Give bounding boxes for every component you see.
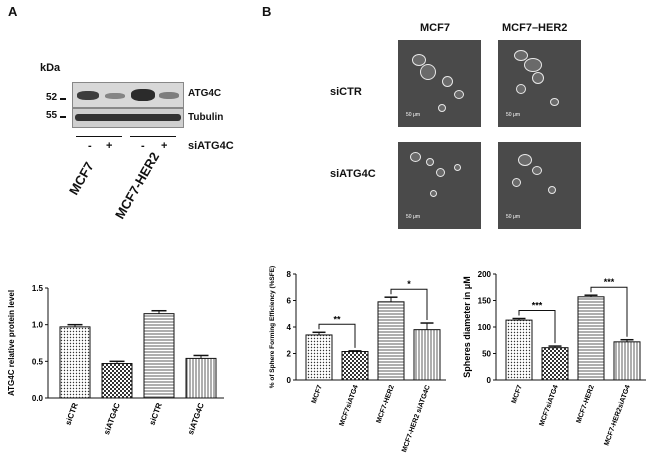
scale-bar-4: 50 μm [506,214,520,220]
y-axis-label: Spheres diameter in μM [462,276,472,378]
y-tick-label: 0.5 [32,357,44,366]
mw-marker-55: 55 [46,110,58,121]
y-tick-label: 0 [287,376,292,385]
y-tick-label: 6 [287,297,292,306]
atg4c-band-3 [131,89,155,101]
y-tick-label: 2 [287,350,292,359]
y-tick-label: 150 [478,297,492,306]
scale-bar-2: 50 μm [506,112,520,118]
mw-tick-55 [60,116,66,118]
significance-label: *** [532,301,543,311]
y-tick-label: 1.0 [32,321,44,330]
category-label: MCF7siATG4 [539,384,560,427]
mw-marker-52: 52 [46,92,58,103]
category-label: MCF7-HER2 [576,384,596,424]
y-tick-label: 8 [287,270,292,279]
row-label-sictr: siCTR [330,86,362,98]
cell-line-mcf7: MCF7 [66,159,97,198]
category-label: MCF7-HER2 [376,384,396,424]
micrograph-mcf7-sictr: 50 μm [398,40,481,127]
panel-a-letter: A [8,4,18,19]
sign-1: - [88,140,92,152]
treatment-line-2 [130,136,176,137]
sign-2: + [106,140,113,152]
bar [185,357,217,399]
significance-bracket [390,288,428,321]
y-tick-label: 4 [287,323,292,332]
scale-bar-3: 50 μm [406,214,420,220]
chart-sphere-efficiency: 0 2 4 6 8 % of Sphere Forming Efficiency (%SF… [269,266,446,453]
cell-line-mcf7-her2: MCF7-HER2 [112,149,163,222]
atg4c-band-4 [159,92,179,99]
y-axis-label: ATG4C relative protein level [7,290,16,396]
y-tick-label: 100 [478,323,492,332]
y-tick-label: 0 [487,376,492,385]
sign-3: - [141,140,145,152]
col-header-mcf7-her2: MCF7–HER2 [502,22,568,34]
significance-bracket [318,323,356,348]
bar [577,296,605,381]
category-label: MCF7-HER2 siATG4C [401,384,432,453]
bar [413,329,441,381]
y-tick-label: 1.5 [32,284,44,293]
chart-atg4c-protein: 0.0 0.5 1.0 1.5 ATG4C relative protein level… [7,284,224,436]
significance-label: * [407,279,411,289]
significance-bracket [518,310,556,344]
category-label: MCF7siATG4 [339,384,360,427]
bar [541,347,569,381]
category-label: siATG4C [186,401,206,435]
bar [305,334,333,381]
category-label: siCTR [64,401,80,426]
row-label-siatg4c: siATG4C [330,168,376,180]
significance-label: ** [333,314,341,324]
bar [341,351,369,381]
category-label: MCF7 [511,384,524,404]
bar [505,319,533,381]
category-label: MCF7-HER2siATG4 [603,384,632,447]
tubulin-blot [72,108,184,128]
treatment-line-1 [76,136,122,137]
bar [613,341,641,381]
treatment-label: siATG4C [188,140,234,152]
protein-label-tubulin: Tubulin [188,112,224,123]
mw-tick-52 [60,98,66,100]
kda-label: kDa [40,62,61,74]
category-label: siCTR [148,401,164,426]
y-tick-label: 50 [482,350,491,359]
sign-4: + [161,140,168,152]
bar [377,301,405,381]
y-tick-label: 0.0 [32,394,44,403]
atg4c-band-2 [105,93,125,99]
protein-label-atg4c: ATG4C [188,88,222,99]
micrograph-mcf7-her2-sictr: 50 μm [498,40,581,127]
bar [101,363,133,399]
chart-sphere-diameter: 0 50 100 150 200 Spheres diameter in μM MCF7 MC… [462,270,646,447]
y-tick-label: 200 [478,270,492,279]
y-axis-label: % of Sphere Forming Efficiency (%SFE) [269,266,276,388]
atg4c-band-1 [77,91,99,100]
scale-bar-1: 50 μm [406,112,420,118]
bar [143,313,175,399]
tubulin-band [75,114,181,121]
bar [59,326,91,399]
micrograph-mcf7-siatg4c: 50 μm [398,142,481,229]
category-label: MCF7 [311,384,324,404]
panel-b-letter: B [262,4,272,19]
category-label: siATG4C [102,401,122,435]
atg4c-blot [72,82,184,108]
significance-label: *** [604,277,615,287]
col-header-mcf7: MCF7 [420,22,450,34]
significance-bracket [590,286,628,337]
micrograph-mcf7-her2-siatg4c: 50 μm [498,142,581,229]
